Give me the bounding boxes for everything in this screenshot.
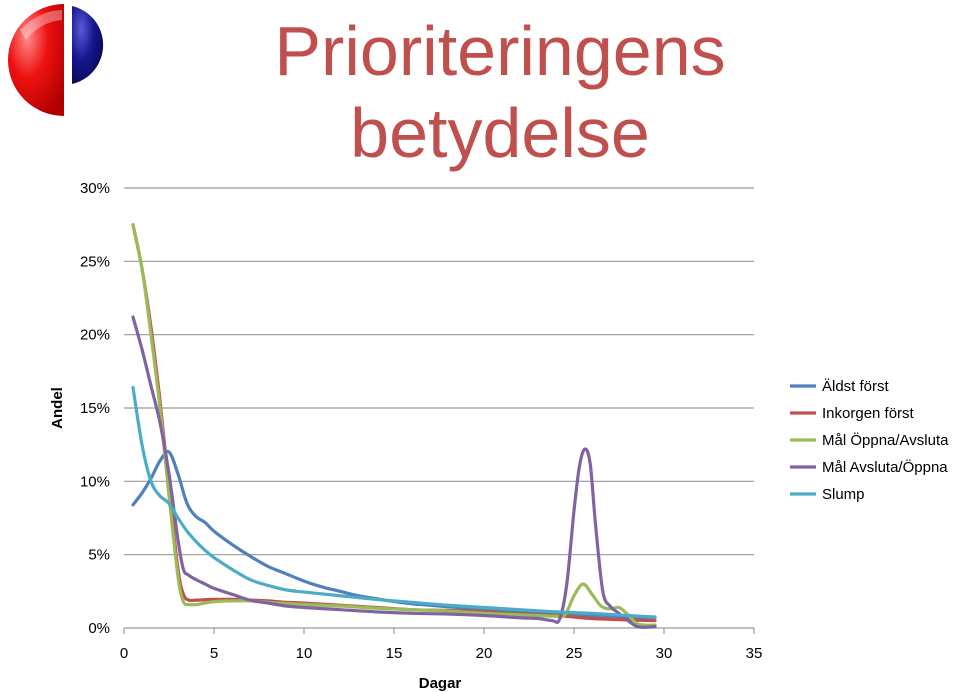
y-tick-label: 30% <box>80 180 110 197</box>
x-tick-label: 5 <box>210 645 218 662</box>
y-tick-label: 20% <box>80 327 110 344</box>
x-tick-label: 35 <box>746 645 763 662</box>
legend-entry: Mål Öppna/Avsluta <box>822 431 949 449</box>
y-axis-ticks: 0% 5% 10% 15% 20% 25% 30% <box>80 180 110 637</box>
y-tick-label: 5% <box>88 547 110 564</box>
x-tick-label: 20 <box>476 645 493 662</box>
y-tick-label: 25% <box>80 253 110 270</box>
legend-entry: Slump <box>822 486 865 503</box>
y-tick-label: 0% <box>88 620 110 637</box>
company-logo <box>8 4 104 116</box>
x-tick-label: 30 <box>656 645 673 662</box>
x-axis-title: Dagar <box>419 675 462 692</box>
legend-entry: Mål Avsluta/Öppna <box>822 458 948 476</box>
series-line-4 <box>131 315 657 629</box>
y-tick-label: 15% <box>80 400 110 417</box>
logo-right-half-icon <box>72 6 104 84</box>
chart-series <box>131 223 657 629</box>
logo-left-half-icon <box>8 4 64 116</box>
page-title: Prioriteringens betydelse <box>250 10 750 174</box>
legend-entry: Äldst först <box>822 378 890 395</box>
y-tick-label: 10% <box>80 473 110 490</box>
x-tick-label: 0 <box>120 645 128 662</box>
x-axis-ticks: 0 5 10 15 20 25 30 35 <box>120 628 763 662</box>
y-axis-title: Andel <box>49 387 66 429</box>
x-tick-label: 15 <box>386 645 403 662</box>
legend-entry: Inkorgen först <box>822 405 915 422</box>
page-title-line2: betydelse <box>350 94 650 172</box>
page-title-line1: Prioriteringens <box>274 12 726 90</box>
x-tick-label: 25 <box>566 645 583 662</box>
series-line-3 <box>131 223 657 627</box>
x-tick-label: 10 <box>296 645 313 662</box>
series-line-5 <box>131 385 657 619</box>
chart-legend: Äldst först Inkorgen först Mål Öppna/Avslu… <box>790 378 949 503</box>
series-line-2 <box>131 223 657 623</box>
